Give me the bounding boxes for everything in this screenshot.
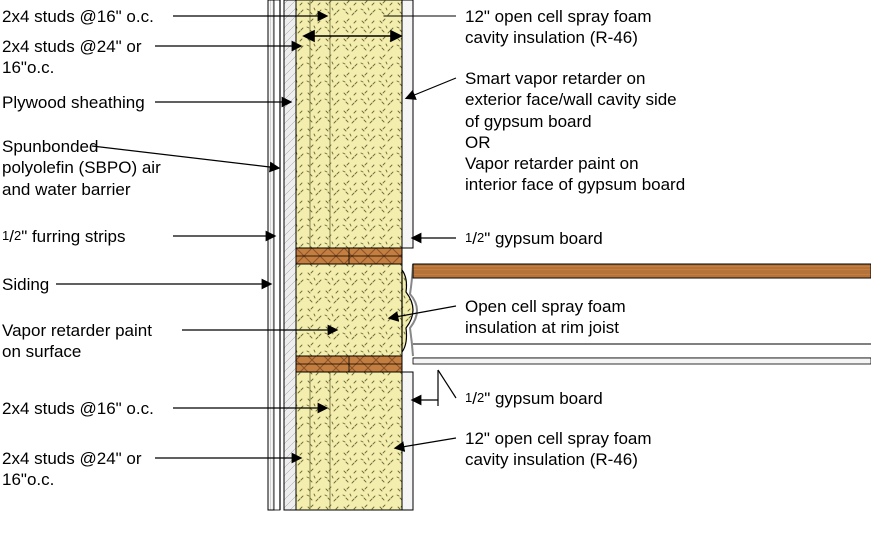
label-studs16-b: 2x4 studs @16" o.c. [2, 398, 154, 419]
label-studs16-a: 2x4 studs @16" o.c. [2, 6, 154, 27]
label-rim-foam: Open cell spray foam insulation at rim j… [465, 296, 626, 339]
label-gyp-a: 1/2" gypsum board [465, 228, 603, 249]
label-plywood: Plywood sheathing [2, 92, 145, 113]
label-sbpo: Spunbonded polyolefin (SBPO) air and wat… [2, 136, 161, 200]
label-studs24-b: 2x4 studs @24" or 16"o.c. [2, 448, 142, 491]
label-vapor-paint: Vapor retarder paint on surface [2, 320, 152, 363]
label-cavity-bot: 12" open cell spray foam cavity insulati… [465, 428, 652, 471]
label-studs24-a: 2x4 studs @24" or 16"o.c. [2, 36, 142, 79]
label-smart-vr: Smart vapor retarder on exterior face/wa… [465, 68, 685, 196]
label-gyp-b: 1/2" gypsum board [465, 388, 603, 409]
label-siding: Siding [2, 274, 49, 295]
label-cavity-top: 12" open cell spray foam cavity insulati… [465, 6, 652, 49]
label-furring: 1/2" furring strips [2, 226, 126, 247]
